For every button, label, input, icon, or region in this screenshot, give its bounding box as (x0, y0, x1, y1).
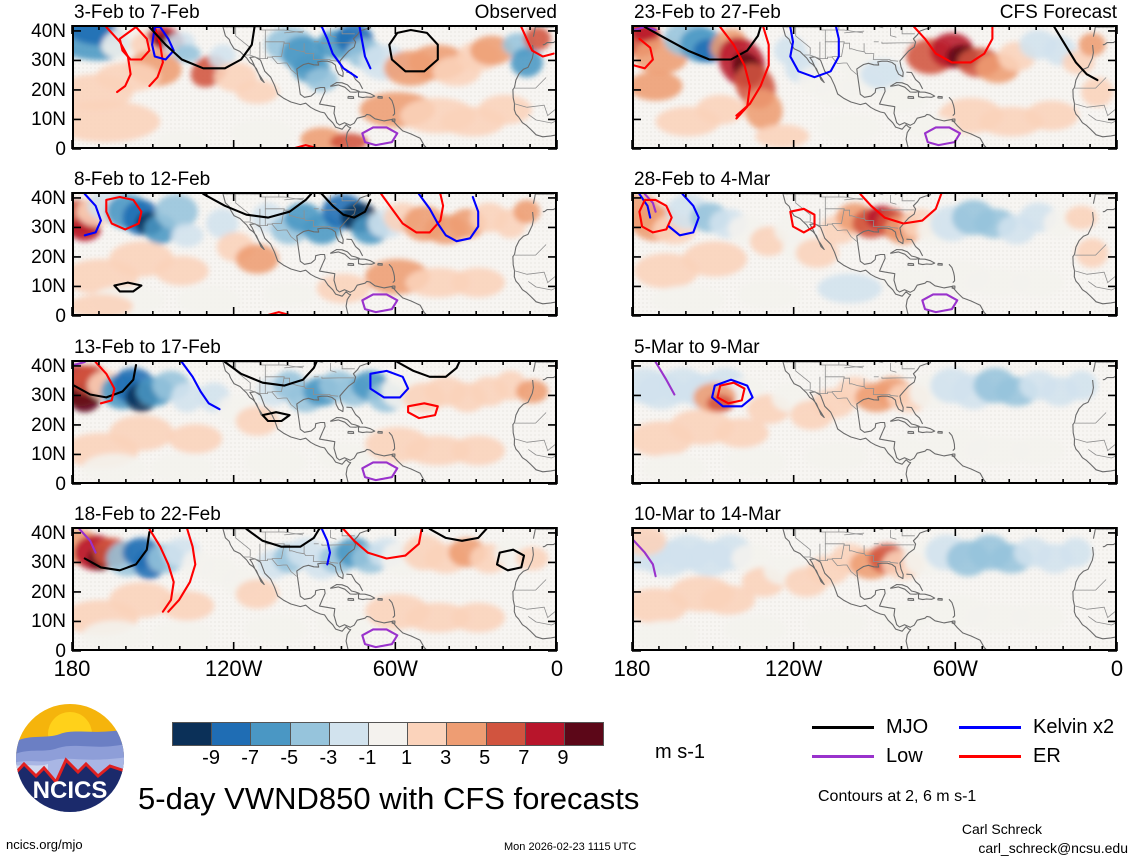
map-plot-area (632, 527, 1117, 651)
x-axis-tick-label: 0 (550, 656, 564, 681)
main-title: 5-day VWND850 with CFS forecasts (138, 781, 640, 816)
colorbar-tick-label: -5 (280, 747, 299, 769)
panel-title: 5-Mar to 9-Mar (634, 337, 760, 358)
y-axis-tick-label: 10N (31, 276, 66, 298)
colorbar-segment (367, 723, 408, 745)
y-axis-tick-label: 30N (31, 50, 66, 72)
axis-ticks (631, 192, 1118, 317)
axis-ticks (71, 192, 558, 317)
x-axis-tick-label: 60W (372, 656, 418, 681)
y-axis-tick-label: 20N (31, 79, 66, 101)
x-axis-tick-label: 180 (613, 656, 651, 681)
y-axis-tick-label: 0 (55, 474, 66, 495)
panel-title: 13-Feb to 17-Feb (74, 337, 221, 358)
x-axis-tick-label: 120W (764, 656, 823, 681)
colorbar-segment (211, 723, 251, 745)
colorbar-tick-label: -3 (319, 747, 338, 769)
colorbar-tick-label: 3 (440, 747, 452, 769)
legend-label-kelvin: Kelvin x2 (1033, 716, 1115, 738)
map-panel: 23-Feb to 27-Feb CFS Forecast (560, 3, 1125, 157)
map-plot-area (72, 527, 557, 651)
colorbar-segment (524, 723, 564, 745)
y-axis-tick-label: 20N (31, 414, 66, 436)
map-plot-area (72, 25, 557, 149)
legend-label-mjo: MJO (886, 716, 929, 738)
panel-title: 28-Feb to 4-Mar (634, 169, 771, 190)
colorbar-segment (173, 723, 212, 745)
colorbar-tick-label: 5 (479, 747, 491, 769)
colorbar-segment (289, 723, 329, 745)
axis-ticks (71, 360, 558, 485)
axis-ticks (71, 25, 558, 150)
colorbar-segment (328, 723, 368, 745)
x-axis-tick-label: 120W (204, 656, 263, 681)
map-panel: 5-Mar to 9-Mar (560, 338, 1125, 492)
y-axis-tick-label: 30N (31, 552, 66, 574)
colorbar-tick-label: 1 (400, 747, 413, 769)
author-name: Carl Schreck (961, 821, 1042, 837)
map-panel: 8-Feb to 12-Feb 40N 30N 20N 10N 0 (0, 169, 565, 327)
panel-title: 23-Feb to 27-Feb (634, 2, 781, 23)
map-panel: 13-Feb to 17-Feb 40N 30N 20N 10N 0 (0, 337, 565, 495)
y-axis-tick-label: 30N (31, 385, 66, 407)
ncics-logo: NCICS (14, 702, 126, 814)
legend-swatch-low (812, 755, 874, 758)
map-panel: 3-Feb to 7-Feb Observed 40N 30N 20N 10N 0 (0, 2, 565, 160)
colorbar-tick-label: 7 (518, 747, 530, 769)
colorbar-segment (446, 723, 486, 745)
y-axis-tick-label: 20N (31, 581, 66, 603)
axis-ticks (631, 360, 1118, 485)
y-axis-tick-label: 0 (55, 139, 66, 160)
map-panel: 10-Mar to 14-Mar (560, 505, 1125, 659)
y-axis-tick-label: 40N (31, 355, 66, 377)
x-axis-tick-label: 180 (53, 656, 91, 681)
y-axis-tick-label: 0 (55, 306, 66, 327)
panel-title: 10-Mar to 14-Mar (634, 504, 781, 525)
colorbar-segment (563, 723, 604, 745)
author-email[interactable]: carl_schreck@ncsu.edu (978, 840, 1128, 856)
y-axis-tick-label: 40N (31, 187, 66, 209)
map-plot-area (632, 192, 1117, 316)
map-panel: 18-Feb to 22-Feb 40N 30N 20N 10N 0 (0, 504, 565, 662)
x-axis-tick-label: 60W (932, 656, 978, 681)
y-axis-tick-label: 40N (31, 522, 66, 544)
panel-title: 8-Feb to 12-Feb (74, 169, 211, 190)
y-axis-tick-label: 20N (31, 246, 66, 268)
axis-ticks (631, 25, 1118, 150)
map-panel: 28-Feb to 4-Mar (560, 170, 1125, 324)
timestamp: Mon 2026-02-23 1115 UTC (504, 841, 637, 853)
x-axis-tick-label: 0 (1110, 656, 1124, 681)
y-axis-tick-label: 0 (55, 641, 66, 662)
contour-note: Contours at 2, 6 m s-1 (818, 788, 977, 805)
y-axis-tick-label: 30N (31, 217, 66, 239)
y-axis-tick-label: 10N (31, 444, 66, 466)
colorbar-segment (407, 723, 447, 745)
colorbar-tick-label: -1 (358, 747, 377, 769)
axis-ticks (631, 527, 1118, 652)
panel-title: 18-Feb to 22-Feb (74, 504, 221, 525)
legend-swatch-kelvin (959, 726, 1021, 729)
map-plot-area (72, 360, 557, 484)
map-plot-area (632, 360, 1117, 484)
legend-label-low: Low (886, 745, 923, 767)
colorbar-tick-label: 9 (557, 747, 569, 769)
colorbar-segment (485, 723, 525, 745)
panel-title: 3-Feb to 7-Feb (74, 2, 200, 23)
legend-swatch-er (959, 755, 1021, 758)
svg-text:NCICS: NCICS (33, 777, 108, 804)
site-url[interactable]: ncics.org/mjo (6, 837, 83, 852)
colorbar-segment (250, 723, 290, 745)
axis-ticks (71, 527, 558, 652)
column-header: Observed (474, 2, 557, 23)
legend-swatch-mjo (812, 726, 874, 729)
column-header: CFS Forecast (999, 2, 1117, 23)
colorbar-units-label: m s-1 (655, 741, 705, 763)
colorbar-tick-label: -9 (202, 747, 220, 769)
legend-label-er: ER (1033, 745, 1061, 767)
colorbar (172, 722, 604, 746)
y-axis-tick-label: 10N (31, 109, 66, 131)
y-axis-tick-label: 10N (31, 611, 66, 633)
colorbar-tick-label: -7 (241, 747, 260, 769)
y-axis-tick-label: 40N (31, 20, 66, 42)
